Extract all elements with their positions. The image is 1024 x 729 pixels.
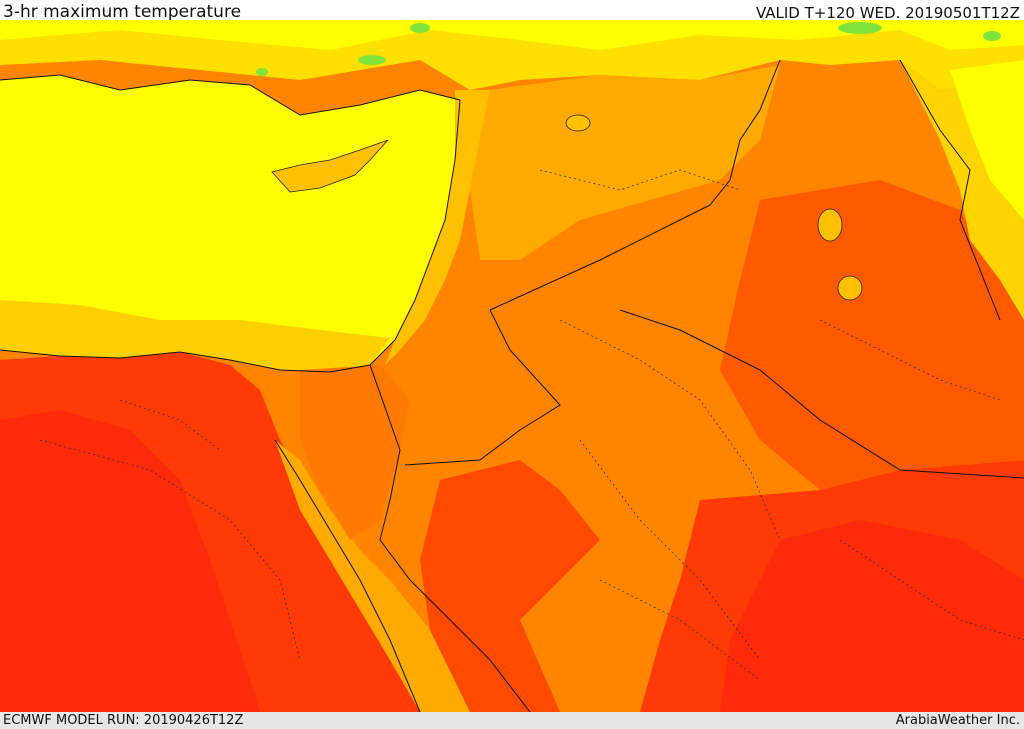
cyprus	[271, 139, 389, 193]
footer-bar: ECMWF MODEL RUN: 20190426T12Z ArabiaWeat…	[0, 712, 1024, 729]
zone-iraq	[720, 180, 1024, 490]
border-iraq-saudi	[619, 309, 1024, 479]
zone-sinai	[300, 365, 410, 540]
valid-time-label: VALID T+120 WED. 20190501T12Z	[755, 4, 1020, 22]
zone-zagros-bright	[950, 60, 1024, 220]
zone-syria	[470, 65, 780, 260]
zone-saudi-red	[420, 460, 600, 712]
map-title: 3-hr maximum temperature	[3, 2, 242, 22]
border-iraq-iran	[899, 59, 1001, 321]
zone-levant-strip	[385, 90, 490, 365]
cool-spot-5	[256, 68, 268, 76]
lake-3	[565, 114, 591, 132]
border-jordan	[404, 309, 561, 466]
cool-spot-2	[358, 55, 386, 65]
zone-egypt-deep	[0, 410, 260, 712]
header-bar: 3-hr maximum temperature VALID T+120 WED…	[0, 0, 1024, 22]
zone-coast-light	[0, 300, 390, 372]
model-run-label: ECMWF MODEL RUN: 20190426T12Z	[3, 713, 244, 728]
zone-north-bright	[0, 20, 1024, 50]
credit-label: ArabiaWeather Inc.	[895, 713, 1020, 728]
coastline-red-sea-west	[274, 439, 421, 712]
border-syria-iraq	[489, 59, 781, 311]
map-canvas	[0, 20, 1024, 712]
coastline-red-sea-east	[379, 449, 531, 712]
cool-spot-4	[983, 31, 1001, 41]
cool-spot-3	[838, 22, 882, 34]
zone-east-deep	[720, 520, 1024, 712]
border-egypt-israel	[369, 364, 401, 451]
zone-sea-yellow	[0, 75, 460, 372]
cool-spot-1	[410, 23, 430, 33]
coastline-north	[0, 74, 461, 116]
lake-2	[837, 275, 863, 301]
province-lines	[39, 169, 1024, 681]
temperature-map[interactable]	[0, 20, 1024, 712]
lake-1	[817, 208, 843, 242]
coastline-levant	[0, 99, 461, 373]
